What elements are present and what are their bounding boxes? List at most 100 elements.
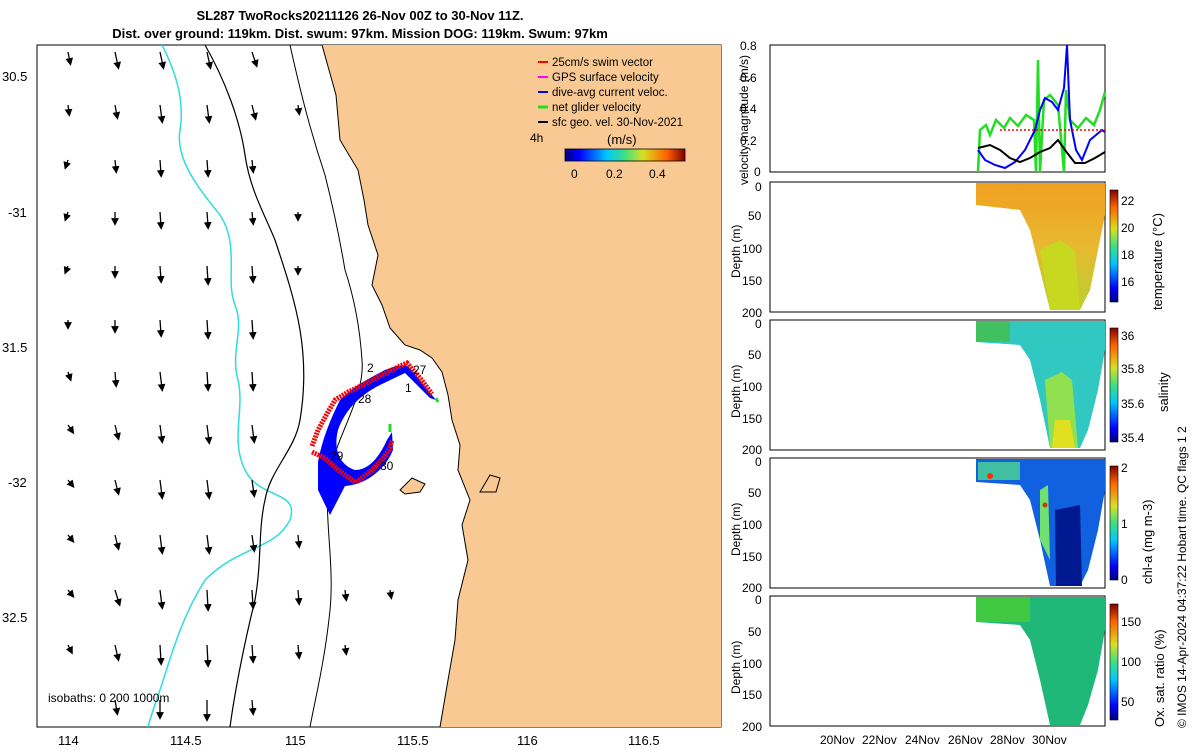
ox-ytick-50: 50 — [748, 625, 762, 639]
oxygen-cbar-label: Ox. sat. ratio (%) — [1152, 629, 1167, 727]
temp-ytick-50: 50 — [748, 209, 762, 223]
salinity-surface — [976, 321, 1010, 342]
day-label-29: 29 — [330, 449, 344, 463]
rottnest-island — [399, 477, 426, 495]
chla-low-core — [1055, 505, 1082, 586]
sal-cbar-35.6: 35.6 — [1121, 397, 1145, 411]
velocity-arrows — [63, 51, 395, 722]
chla-cbar-2: 2 — [1121, 461, 1128, 475]
net-velocity-marker-end — [434, 397, 440, 403]
ox-cbar-50: 50 — [1121, 695, 1135, 709]
day-label-27: 27 — [413, 363, 427, 377]
velocity-ytick-0.6: 0.6 — [740, 71, 757, 85]
swim-vector-track — [309, 359, 434, 485]
map-x-tick-114: 114 — [58, 733, 79, 748]
isobath-0m — [289, 44, 363, 728]
credit-text: © IMOS 14-Apr-2024 04:37:22 Hobart time.… — [1175, 426, 1189, 728]
chla-cbar-0: 0 — [1121, 573, 1128, 587]
map-x-tick-115.5: 115.5 — [397, 733, 429, 748]
colorbar-prefix: 4h — [530, 131, 543, 145]
x-tick-20nov: 20Nov — [820, 733, 855, 747]
oxygen-colorbar — [1109, 603, 1119, 721]
isobath-200m — [204, 44, 305, 728]
salinity-peak — [1052, 420, 1075, 448]
temp-cbar-22: 22 — [1121, 194, 1135, 208]
sal-ytick-50: 50 — [748, 348, 762, 362]
map-y-tick-32: -32 — [8, 475, 27, 490]
ox-ytick-150: 150 — [742, 688, 762, 702]
map-x-tick-116: 116 — [517, 733, 538, 748]
oxygen-surface — [976, 597, 1030, 622]
temp-ytick-200: 200 — [742, 306, 762, 320]
legend-swim-vector: 25cm/s swim vector — [552, 57, 653, 69]
day-label-2: 2 — [367, 361, 374, 375]
velocity-ytick-0.4: 0.4 — [740, 102, 757, 116]
map-y-tick-31.5: 31.5 — [2, 340, 27, 355]
temperature-cbar-label: temperature (°C) — [1150, 213, 1165, 310]
island-east — [479, 474, 501, 493]
colorbar-tick-2: 0.4 — [649, 167, 666, 181]
chart-title-line2: Dist. over ground: 119km. Dist. swum: 97… — [112, 26, 608, 41]
oxygen-section — [976, 597, 1105, 725]
x-tick-30nov: 30Nov — [1032, 733, 1067, 747]
legend-dive-avg-current: dive-avg current veloc. — [552, 87, 668, 99]
ox-ytick-100: 100 — [742, 657, 762, 671]
dive-avg-current-track — [318, 365, 436, 515]
ox-cbar-150: 150 — [1121, 615, 1141, 629]
map-y-tick-31: -31 — [8, 205, 27, 220]
legend-net-glider-velocity: net glider velocity — [552, 102, 641, 114]
chla-cbar-1: 1 — [1121, 517, 1128, 531]
salinity-panel: Depth (m) 0 50 100 150 200 36 35.8 35.6 … — [729, 317, 1171, 457]
map-panel: 2 27 1 28 29 30 25cm/s swim vector GPS s… — [2, 44, 722, 748]
isobath-1000m — [147, 44, 293, 728]
isobath-label: isobaths: 0 200 1000m — [48, 691, 169, 705]
colorbar-unit-label: (m/s) — [607, 132, 637, 147]
map-x-tick-114.5: 114.5 — [170, 733, 202, 748]
colorbar-tick-0: 0 — [571, 167, 578, 181]
velocity-ylabel: velocity magnitude (m/s) — [737, 55, 751, 185]
temperature-panel: Depth (m) 0 50 100 150 200 22 20 18 16 t… — [729, 180, 1165, 320]
map-y-tick-30.5: 30.5 — [2, 69, 27, 84]
temp-ytick-0: 0 — [755, 180, 762, 194]
map-x-axis: 114 114.5 115 115.5 116 116.5 — [58, 733, 660, 748]
x-tick-26nov: 26Nov — [948, 733, 983, 747]
chla-ytick-200: 200 — [742, 581, 762, 595]
temp-cbar-16: 16 — [1121, 275, 1135, 289]
velocity-panel: velocity magnitude (m/s) 0.8 0.6 0.4 0.2… — [737, 39, 1107, 185]
sal-cbar-36: 36 — [1121, 329, 1135, 343]
ox-ytick-0: 0 — [755, 593, 762, 607]
day-label-28: 28 — [358, 392, 372, 406]
oxygen-panel: Depth (m) 0 50 100 150 200 150 100 50 Ox… — [729, 593, 1167, 747]
chla-surface — [978, 462, 1020, 480]
sfc-geo-velocity-line — [977, 138, 1106, 164]
map-x-tick-115: 115 — [285, 733, 306, 748]
sal-ytick-100: 100 — [742, 380, 762, 394]
dive-avg-current-line — [977, 44, 1106, 170]
temperature-cool-core — [1040, 240, 1080, 310]
velocity-ytick-0.8: 0.8 — [740, 39, 757, 53]
x-tick-22nov: 22Nov — [862, 733, 897, 747]
sal-ytick-150: 150 — [742, 412, 762, 426]
salinity-cbar-label: salinity — [1156, 372, 1171, 412]
oxygen-ylabel: Depth (m) — [729, 641, 743, 694]
map-colorbar: 4h (m/s) 0 0.2 0.4 — [530, 131, 686, 181]
temp-ytick-150: 150 — [742, 274, 762, 288]
map-y-axis: 30.5 -31 31.5 -32 32.5 — [2, 69, 27, 625]
chla-high-point — [1042, 502, 1048, 508]
velocity-ytick-0.2: 0.2 — [740, 134, 757, 148]
sal-cbar-35.8: 35.8 — [1121, 362, 1145, 376]
chla-ytick-150: 150 — [742, 550, 762, 564]
map-x-tick-116.5: 116.5 — [628, 733, 660, 748]
chla-max-point — [987, 473, 993, 479]
map-legend: 25cm/s swim vector GPS surface velocity … — [538, 57, 683, 129]
chla-colorbar — [1109, 465, 1119, 581]
temperature-ylabel: Depth (m) — [729, 225, 743, 278]
x-tick-24nov: 24Nov — [905, 733, 940, 747]
colorbar-tick-1: 0.2 — [606, 167, 623, 181]
temp-ytick-100: 100 — [742, 242, 762, 256]
chla-ytick-0: 0 — [755, 455, 762, 469]
chla-cbar-label: chl-a (mg m-3) — [1140, 499, 1155, 584]
temp-cbar-18: 18 — [1121, 248, 1135, 262]
temperature-colorbar — [1109, 189, 1119, 303]
